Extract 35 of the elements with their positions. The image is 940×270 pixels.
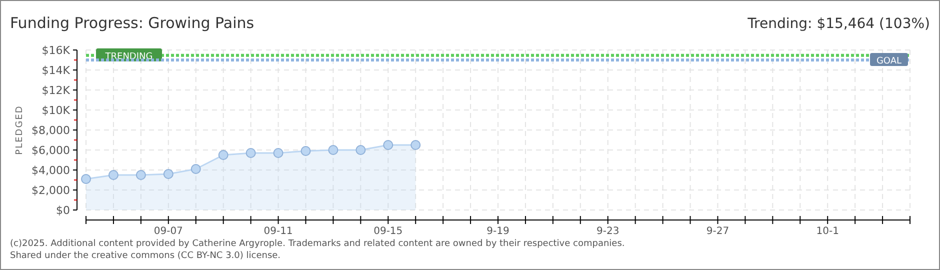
ref-line-label: GOAL: [876, 56, 902, 66]
x-tick-label: 09-11: [264, 226, 293, 237]
point: [356, 145, 366, 155]
point: [410, 140, 421, 150]
y-tick-label: $14K: [42, 64, 71, 77]
y-tick-label: $2,000: [32, 184, 70, 197]
point: [328, 145, 338, 155]
chart-subtitle: Trending: $15,464 (103%): [746, 16, 930, 32]
point: [190, 164, 201, 174]
y-axis-title: PLEDGED: [15, 105, 25, 155]
point: [273, 148, 284, 158]
text: (c)2025. Additional content provided by Catherine Argyrople. Trademarks and related content are owned by their respective companies.: [10, 239, 625, 249]
y-tick-label: $4,000: [32, 164, 70, 177]
x-tick-label: 09-07: [154, 226, 183, 237]
point: [163, 169, 174, 179]
y-tick-label: $8,000: [32, 124, 70, 137]
point: [81, 174, 91, 184]
x-tick-label: 9-19: [486, 226, 510, 237]
point: [300, 146, 311, 156]
y-tick-label: $6,000: [32, 144, 70, 157]
y-tick-label: $0: [56, 204, 70, 217]
text: Shared under the creative commons (CC BY-NC 3.0) license.: [10, 251, 281, 261]
x-tick-label: 10-1: [816, 226, 839, 237]
point: [136, 170, 146, 180]
point: [218, 150, 228, 160]
x-tick-label: 9-23: [596, 226, 620, 237]
y-tick-label: $12K: [42, 84, 71, 97]
y-tick-label: $16K: [42, 44, 71, 57]
point: [246, 148, 256, 158]
point: [383, 140, 394, 150]
chart-title: Funding Progress: Growing Pains: [10, 14, 254, 32]
x-tick-label: 9-27: [706, 226, 730, 237]
y-tick-label: $10K: [42, 104, 71, 117]
x-tick-label: 09-15: [374, 226, 403, 237]
point: [108, 170, 118, 180]
